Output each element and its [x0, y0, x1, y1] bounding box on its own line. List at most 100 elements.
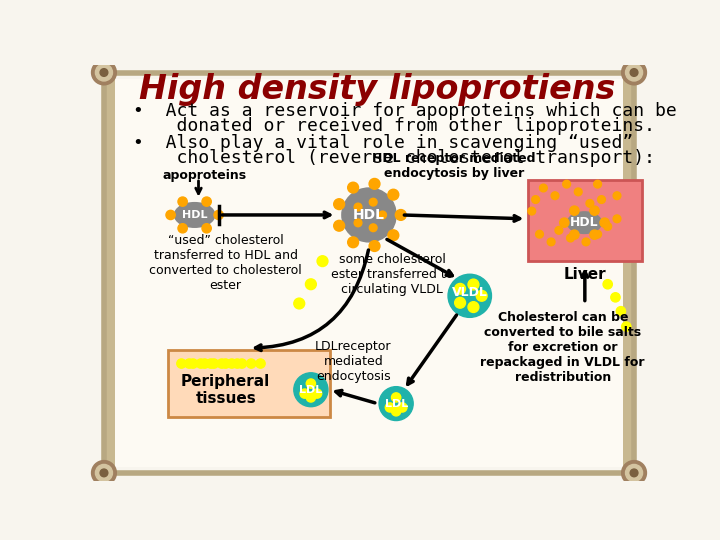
- Circle shape: [611, 293, 620, 302]
- Text: cholesterol (reverse cholesterol transport):: cholesterol (reverse cholesterol transpo…: [132, 149, 654, 167]
- Circle shape: [100, 69, 108, 76]
- Circle shape: [300, 389, 310, 398]
- Circle shape: [379, 387, 413, 421]
- Text: •  Act as a reservoir for apoproteins which can be: • Act as a reservoir for apoproteins whi…: [132, 102, 676, 120]
- Circle shape: [221, 359, 230, 368]
- Circle shape: [468, 279, 479, 290]
- Circle shape: [294, 298, 305, 309]
- Circle shape: [354, 219, 362, 227]
- Circle shape: [528, 207, 536, 215]
- FancyBboxPatch shape: [528, 180, 642, 261]
- Circle shape: [454, 284, 466, 294]
- Text: HDL: HDL: [353, 208, 385, 222]
- Circle shape: [238, 359, 246, 368]
- Circle shape: [621, 461, 647, 485]
- Text: some cholesterol
ester transferred to
circulating VLDL: some cholesterol ester transferred to ci…: [331, 253, 454, 296]
- Circle shape: [228, 359, 236, 368]
- Circle shape: [91, 461, 117, 485]
- Circle shape: [570, 206, 579, 215]
- Circle shape: [166, 210, 175, 220]
- Circle shape: [555, 226, 563, 234]
- Circle shape: [379, 211, 387, 219]
- Circle shape: [468, 302, 479, 313]
- Circle shape: [100, 469, 108, 477]
- Circle shape: [312, 389, 322, 398]
- Circle shape: [369, 224, 377, 232]
- Circle shape: [547, 238, 555, 246]
- Circle shape: [598, 195, 606, 204]
- Circle shape: [594, 231, 601, 238]
- Text: High density lipoprotiens: High density lipoprotiens: [138, 73, 615, 106]
- Circle shape: [630, 469, 638, 477]
- Circle shape: [96, 464, 112, 481]
- Circle shape: [369, 178, 380, 189]
- Text: Liver: Liver: [563, 267, 606, 281]
- Circle shape: [217, 359, 226, 368]
- Text: HDL receptor mediated
endocytosis by liver: HDL receptor mediated endocytosis by liv…: [372, 152, 536, 180]
- Circle shape: [206, 359, 215, 368]
- Circle shape: [348, 182, 359, 193]
- Circle shape: [600, 218, 609, 227]
- Circle shape: [233, 359, 242, 368]
- Circle shape: [630, 69, 638, 76]
- Circle shape: [388, 189, 399, 200]
- Circle shape: [594, 180, 601, 188]
- Circle shape: [246, 359, 256, 368]
- Circle shape: [177, 359, 186, 368]
- Circle shape: [448, 274, 492, 318]
- Circle shape: [626, 64, 642, 81]
- Circle shape: [388, 230, 399, 241]
- Circle shape: [184, 359, 194, 368]
- Circle shape: [354, 203, 362, 211]
- Circle shape: [539, 184, 547, 192]
- Circle shape: [536, 231, 544, 238]
- Circle shape: [196, 359, 205, 368]
- Circle shape: [570, 230, 579, 239]
- Text: •  Also play a vital role in scavenging “used”: • Also play a vital role in scavenging “…: [132, 134, 633, 152]
- Circle shape: [96, 64, 112, 81]
- Circle shape: [613, 215, 621, 222]
- Circle shape: [616, 307, 626, 316]
- Circle shape: [613, 192, 621, 200]
- Circle shape: [305, 279, 316, 289]
- Circle shape: [306, 379, 315, 388]
- Circle shape: [621, 322, 631, 331]
- Circle shape: [91, 60, 117, 85]
- Circle shape: [256, 359, 265, 368]
- Circle shape: [200, 359, 210, 368]
- Circle shape: [214, 210, 223, 220]
- Circle shape: [210, 359, 219, 368]
- Circle shape: [369, 241, 380, 252]
- Text: Cholesterol can be
converted to bile salts
for excretion or
repackaged in VLDL f: Cholesterol can be converted to bile sal…: [480, 311, 645, 384]
- Circle shape: [563, 180, 570, 188]
- Text: VLDL: VLDL: [452, 286, 487, 299]
- Circle shape: [586, 200, 594, 207]
- Circle shape: [559, 218, 569, 227]
- Circle shape: [590, 230, 599, 239]
- Circle shape: [317, 256, 328, 267]
- Ellipse shape: [567, 212, 601, 233]
- Text: donated or received from other lipoproteins.: donated or received from other lipoprote…: [132, 117, 654, 134]
- Circle shape: [395, 210, 406, 220]
- Circle shape: [178, 197, 187, 206]
- Circle shape: [532, 195, 539, 204]
- Circle shape: [385, 403, 395, 412]
- Circle shape: [202, 224, 211, 233]
- Circle shape: [603, 280, 612, 289]
- Circle shape: [333, 220, 345, 231]
- Text: HDL: HDL: [182, 210, 207, 220]
- Ellipse shape: [174, 202, 215, 227]
- Circle shape: [551, 192, 559, 200]
- Circle shape: [575, 188, 582, 195]
- Circle shape: [178, 224, 187, 233]
- Circle shape: [397, 403, 407, 412]
- Circle shape: [306, 393, 315, 402]
- Text: LDLreceptor
mediated
endocytosis: LDLreceptor mediated endocytosis: [315, 340, 392, 383]
- FancyBboxPatch shape: [624, 72, 634, 473]
- Text: LDL: LDL: [384, 399, 408, 409]
- FancyBboxPatch shape: [112, 79, 626, 467]
- Circle shape: [348, 237, 359, 248]
- Circle shape: [294, 373, 328, 407]
- Circle shape: [333, 199, 345, 210]
- Text: Peripheral
tissues: Peripheral tissues: [181, 374, 270, 406]
